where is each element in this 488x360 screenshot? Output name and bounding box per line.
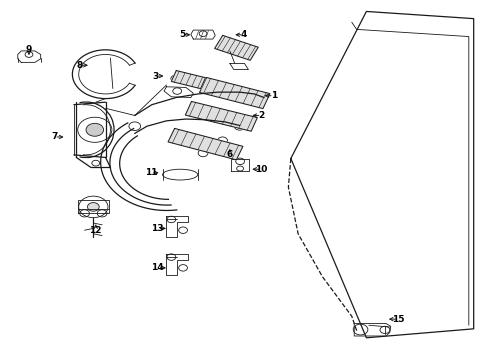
- Circle shape: [86, 123, 103, 136]
- Text: 2: 2: [258, 111, 264, 120]
- Text: 12: 12: [89, 226, 102, 235]
- Polygon shape: [199, 77, 269, 109]
- Text: 8: 8: [77, 61, 82, 70]
- Text: 11: 11: [144, 168, 157, 177]
- Polygon shape: [185, 102, 257, 131]
- Text: 4: 4: [240, 30, 246, 39]
- Text: 15: 15: [391, 315, 404, 324]
- Polygon shape: [171, 71, 205, 89]
- Text: 6: 6: [226, 150, 232, 159]
- Text: 5: 5: [179, 30, 185, 39]
- Text: 14: 14: [151, 264, 163, 273]
- Text: 7: 7: [51, 132, 58, 141]
- Text: 13: 13: [151, 224, 163, 233]
- Text: 3: 3: [152, 72, 159, 81]
- Text: 1: 1: [270, 91, 276, 100]
- Circle shape: [87, 203, 99, 211]
- Text: 9: 9: [26, 45, 32, 54]
- Polygon shape: [214, 35, 258, 60]
- Polygon shape: [168, 129, 243, 160]
- Text: 10: 10: [255, 165, 267, 174]
